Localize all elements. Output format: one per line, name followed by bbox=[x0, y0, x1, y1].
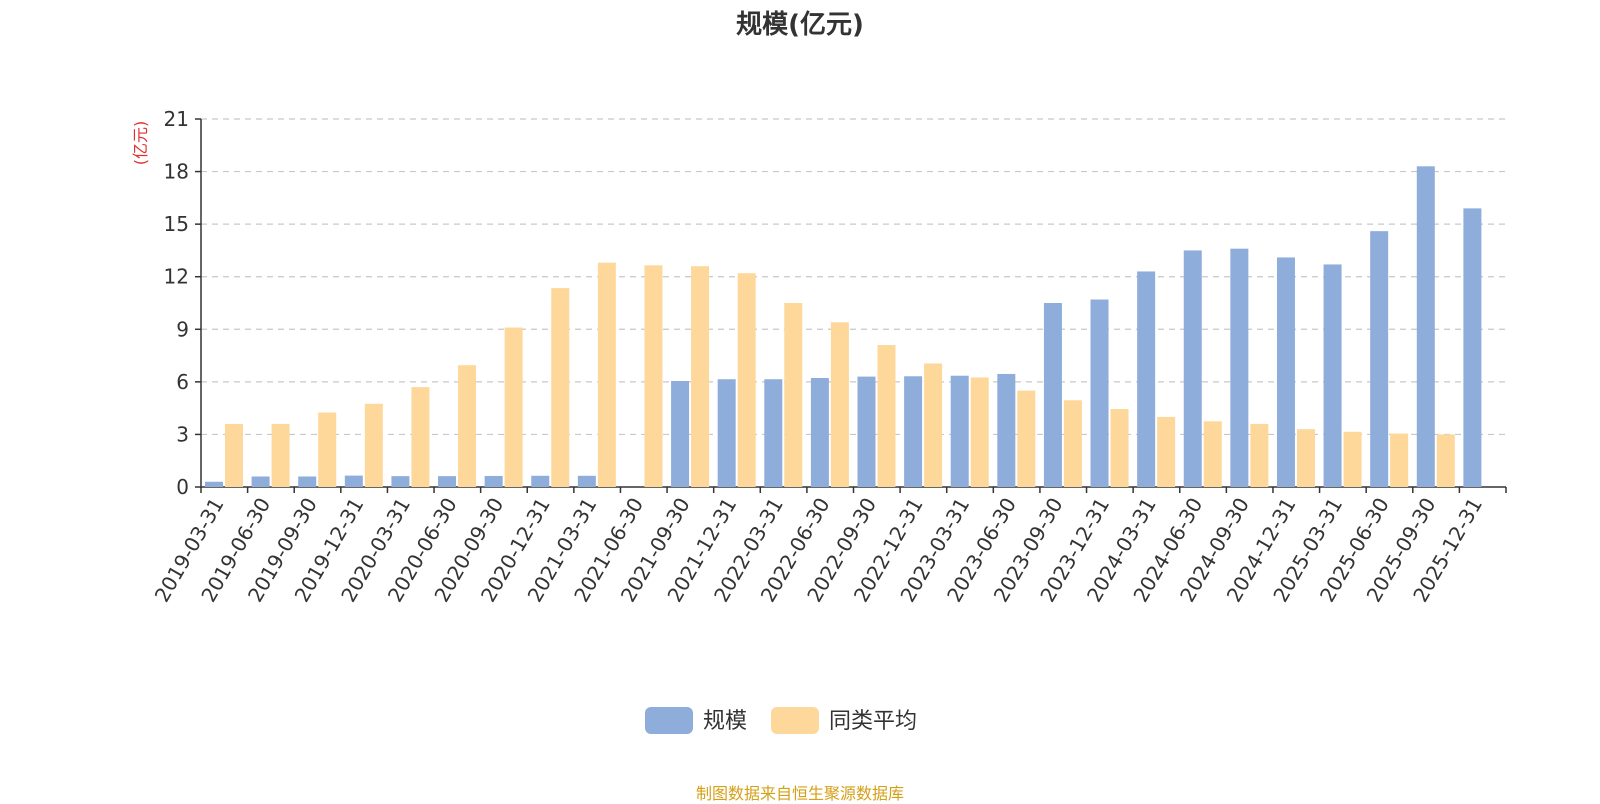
y-tick-label: 9 bbox=[176, 317, 189, 341]
source-note: 制图数据来自恒生聚源数据库 bbox=[695, 784, 904, 803]
bar-scale bbox=[438, 476, 457, 487]
bar-scale bbox=[1230, 248, 1249, 487]
bar-scale bbox=[857, 376, 876, 487]
bar-scale bbox=[1370, 231, 1389, 487]
bar-scale bbox=[1137, 271, 1156, 487]
bar-scale bbox=[484, 475, 503, 487]
bar-peer-average bbox=[1110, 409, 1129, 487]
bar-peer-average bbox=[830, 322, 849, 487]
bar-peer-average bbox=[1063, 400, 1082, 487]
bar-peer-average bbox=[504, 327, 523, 487]
bar-peer-average bbox=[1390, 433, 1409, 487]
bar-scale bbox=[251, 476, 270, 487]
bar-peer-average bbox=[691, 266, 710, 487]
legend-label: 规模 bbox=[703, 709, 747, 734]
bar-scale bbox=[717, 379, 736, 487]
bar-peer-average bbox=[318, 412, 337, 487]
bar-scale bbox=[298, 476, 317, 487]
y-tick-label: 21 bbox=[164, 107, 189, 131]
bar-peer-average bbox=[1296, 429, 1315, 487]
bar-peer-average bbox=[271, 423, 290, 487]
y-unit-label: (亿元) bbox=[131, 121, 150, 166]
y-tick-label: 6 bbox=[176, 370, 189, 394]
bar-peer-average bbox=[1343, 431, 1362, 487]
bar-scale bbox=[671, 380, 690, 487]
bar-scale bbox=[1323, 264, 1342, 487]
bar-peer-average bbox=[1436, 434, 1455, 487]
bar-scale bbox=[1416, 166, 1435, 488]
bar-scale bbox=[950, 375, 969, 487]
bar-scale bbox=[1183, 250, 1202, 487]
y-tick-label: 12 bbox=[164, 265, 189, 289]
bar-peer-average bbox=[644, 265, 663, 487]
bar-peer-average bbox=[1017, 390, 1036, 487]
y-tick-label: 3 bbox=[176, 422, 189, 446]
bar-peer-average bbox=[924, 363, 943, 487]
bar-peer-average bbox=[1157, 416, 1176, 487]
bar-peer-average bbox=[1250, 423, 1269, 487]
bar-peer-average bbox=[877, 345, 896, 487]
y-tick-label: 18 bbox=[164, 160, 189, 184]
bar-peer-average bbox=[737, 273, 756, 487]
legend-swatch bbox=[645, 707, 693, 734]
bar-peer-average bbox=[551, 288, 570, 487]
bar-scale bbox=[904, 376, 923, 487]
bar-peer-average bbox=[1203, 421, 1222, 487]
legend-swatch bbox=[771, 707, 819, 734]
bar-scale bbox=[997, 373, 1016, 487]
bar-scale bbox=[1043, 303, 1062, 487]
y-tick-label: 15 bbox=[164, 212, 189, 236]
bar-scale bbox=[764, 379, 783, 487]
bar-peer-average bbox=[970, 377, 989, 487]
bar-scale bbox=[1276, 257, 1295, 487]
bar-scale bbox=[577, 475, 596, 487]
bar-peer-average bbox=[364, 403, 383, 487]
bar-scale bbox=[1090, 299, 1109, 487]
bar-peer-average bbox=[225, 423, 243, 487]
y-tick-label: 0 bbox=[176, 475, 189, 499]
bar-scale bbox=[531, 475, 550, 487]
bar-peer-average bbox=[784, 303, 803, 487]
bar-scale bbox=[1463, 208, 1482, 487]
bar-scale bbox=[205, 481, 223, 487]
bar-scale bbox=[810, 378, 829, 487]
bar-peer-average bbox=[597, 262, 616, 487]
legend-label: 同类平均 bbox=[829, 709, 917, 734]
bar-scale bbox=[391, 476, 410, 487]
chart-title: 规模(亿元) bbox=[736, 10, 864, 40]
bar-peer-average bbox=[411, 387, 430, 487]
bar-peer-average bbox=[458, 365, 477, 487]
bar-scale bbox=[344, 475, 363, 487]
